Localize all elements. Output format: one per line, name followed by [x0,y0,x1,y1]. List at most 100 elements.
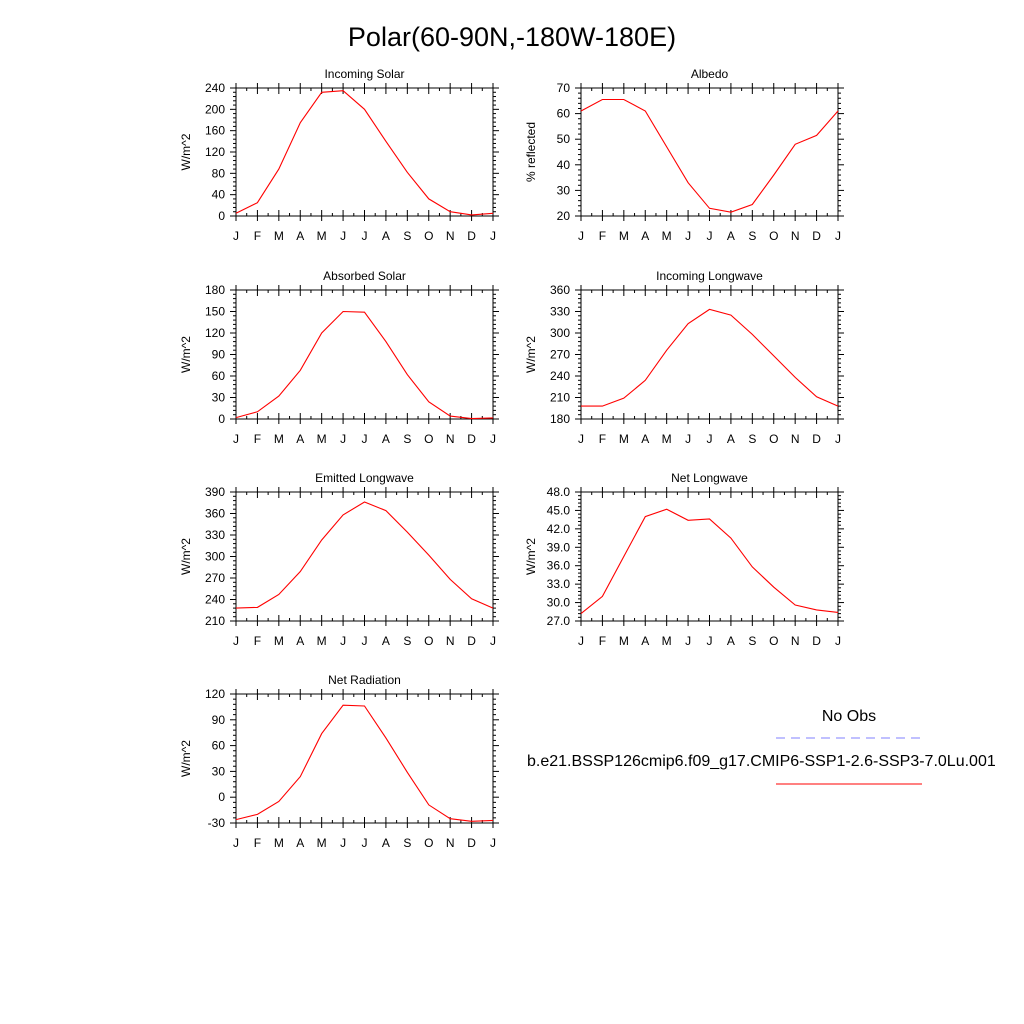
series-line [580,98,839,213]
y-tick-label: 30 [212,764,226,778]
y-tick-label: 270 [550,348,570,362]
x-tick-label: D [467,634,476,648]
x-tick-label: O [769,432,778,446]
legend-label-obs: No Obs [822,708,876,725]
y-tick-label: 180 [205,283,225,297]
series-line [581,308,839,407]
series-line [235,90,494,216]
x-tick-label: M [662,634,672,648]
y-tick-label: 0 [218,412,225,426]
x-tick-label: J [707,634,713,648]
x-tick-label: O [424,432,433,446]
x-tick-label: M [619,229,629,243]
x-tick-label: A [641,432,649,446]
x-tick-label: O [769,229,778,243]
panel-title: Net Radiation [328,673,401,687]
x-tick-label: A [727,634,735,648]
x-tick-label: O [424,836,433,850]
y-tick-label: -30 [208,816,226,830]
x-tick-label: A [296,634,304,648]
x-tick-label: N [446,634,455,648]
x-tick-label: M [274,432,284,446]
legend-label-model: b.e21.BSSP126cmip6.f09_g17.CMIP6-SSP1-2.… [527,753,996,770]
x-tick-label: M [619,634,629,648]
x-tick-label: J [835,634,841,648]
y-tick-label: 90 [212,713,226,727]
panel-title: Absorbed Solar [323,269,406,283]
x-tick-label: S [403,634,411,648]
x-tick-label: A [727,229,735,243]
y-axis-label: W/m^2 [524,538,538,575]
x-tick-label: J [490,432,496,446]
x-tick-label: J [685,432,691,446]
plot-frame [235,491,494,622]
x-tick-label: O [424,229,433,243]
y-tick-label: 330 [550,305,570,319]
series-line [580,508,839,615]
x-tick-label: J [707,229,713,243]
y-tick-label: 240 [550,369,570,383]
x-tick-label: F [599,432,606,446]
x-tick-label: O [424,634,433,648]
x-tick-label: N [791,229,800,243]
y-tick-label: 300 [205,550,225,564]
y-tick-label: 270 [205,571,225,585]
y-tick-label: 120 [205,145,225,159]
y-tick-label: 30.0 [547,596,571,610]
x-tick-label: A [296,432,304,446]
series-line [235,310,494,420]
y-tick-label: 330 [205,528,225,542]
x-tick-label: F [599,634,606,648]
y-tick-label: 160 [205,124,225,138]
x-tick-label: J [578,634,584,648]
plot-frame [580,491,839,622]
x-tick-label: F [599,229,606,243]
y-axis-label: W/m^2 [524,336,538,373]
x-tick-label: J [362,836,368,850]
x-tick-label: D [467,432,476,446]
panel-title: Emitted Longwave [315,471,414,485]
y-axis-label: W/m^2 [179,133,193,170]
x-tick-label: J [835,229,841,243]
y-tick-label: 48.0 [547,485,571,499]
x-tick-label: S [748,432,756,446]
y-tick-label: 80 [212,166,226,180]
x-tick-label: N [446,432,455,446]
plot-frame [235,87,494,217]
y-tick-label: 45.0 [547,503,571,517]
x-tick-label: D [467,229,476,243]
x-tick-label: J [362,634,368,648]
y-tick-label: 240 [205,593,225,607]
x-tick-label: S [748,229,756,243]
x-tick-label: J [707,432,713,446]
x-tick-label: S [403,229,411,243]
x-tick-label: A [296,836,304,850]
x-tick-label: J [340,634,346,648]
x-tick-label: N [791,432,800,446]
x-tick-label: A [382,432,390,446]
x-tick-label: M [317,634,327,648]
panel-title: Net Longwave [671,471,748,485]
x-tick-label: M [662,229,672,243]
x-tick-label: S [748,634,756,648]
x-tick-label: N [446,229,455,243]
y-tick-label: 60 [212,739,226,753]
series-line [235,704,494,822]
x-tick-label: J [340,229,346,243]
y-tick-label: 0 [218,790,225,804]
y-axis-label: W/m^2 [179,336,193,373]
x-tick-label: M [619,432,629,446]
y-axis-label: % reflected [524,122,538,182]
x-tick-label: M [662,432,672,446]
plot-frame [580,87,839,217]
x-tick-label: J [340,836,346,850]
y-tick-label: 120 [205,326,225,340]
